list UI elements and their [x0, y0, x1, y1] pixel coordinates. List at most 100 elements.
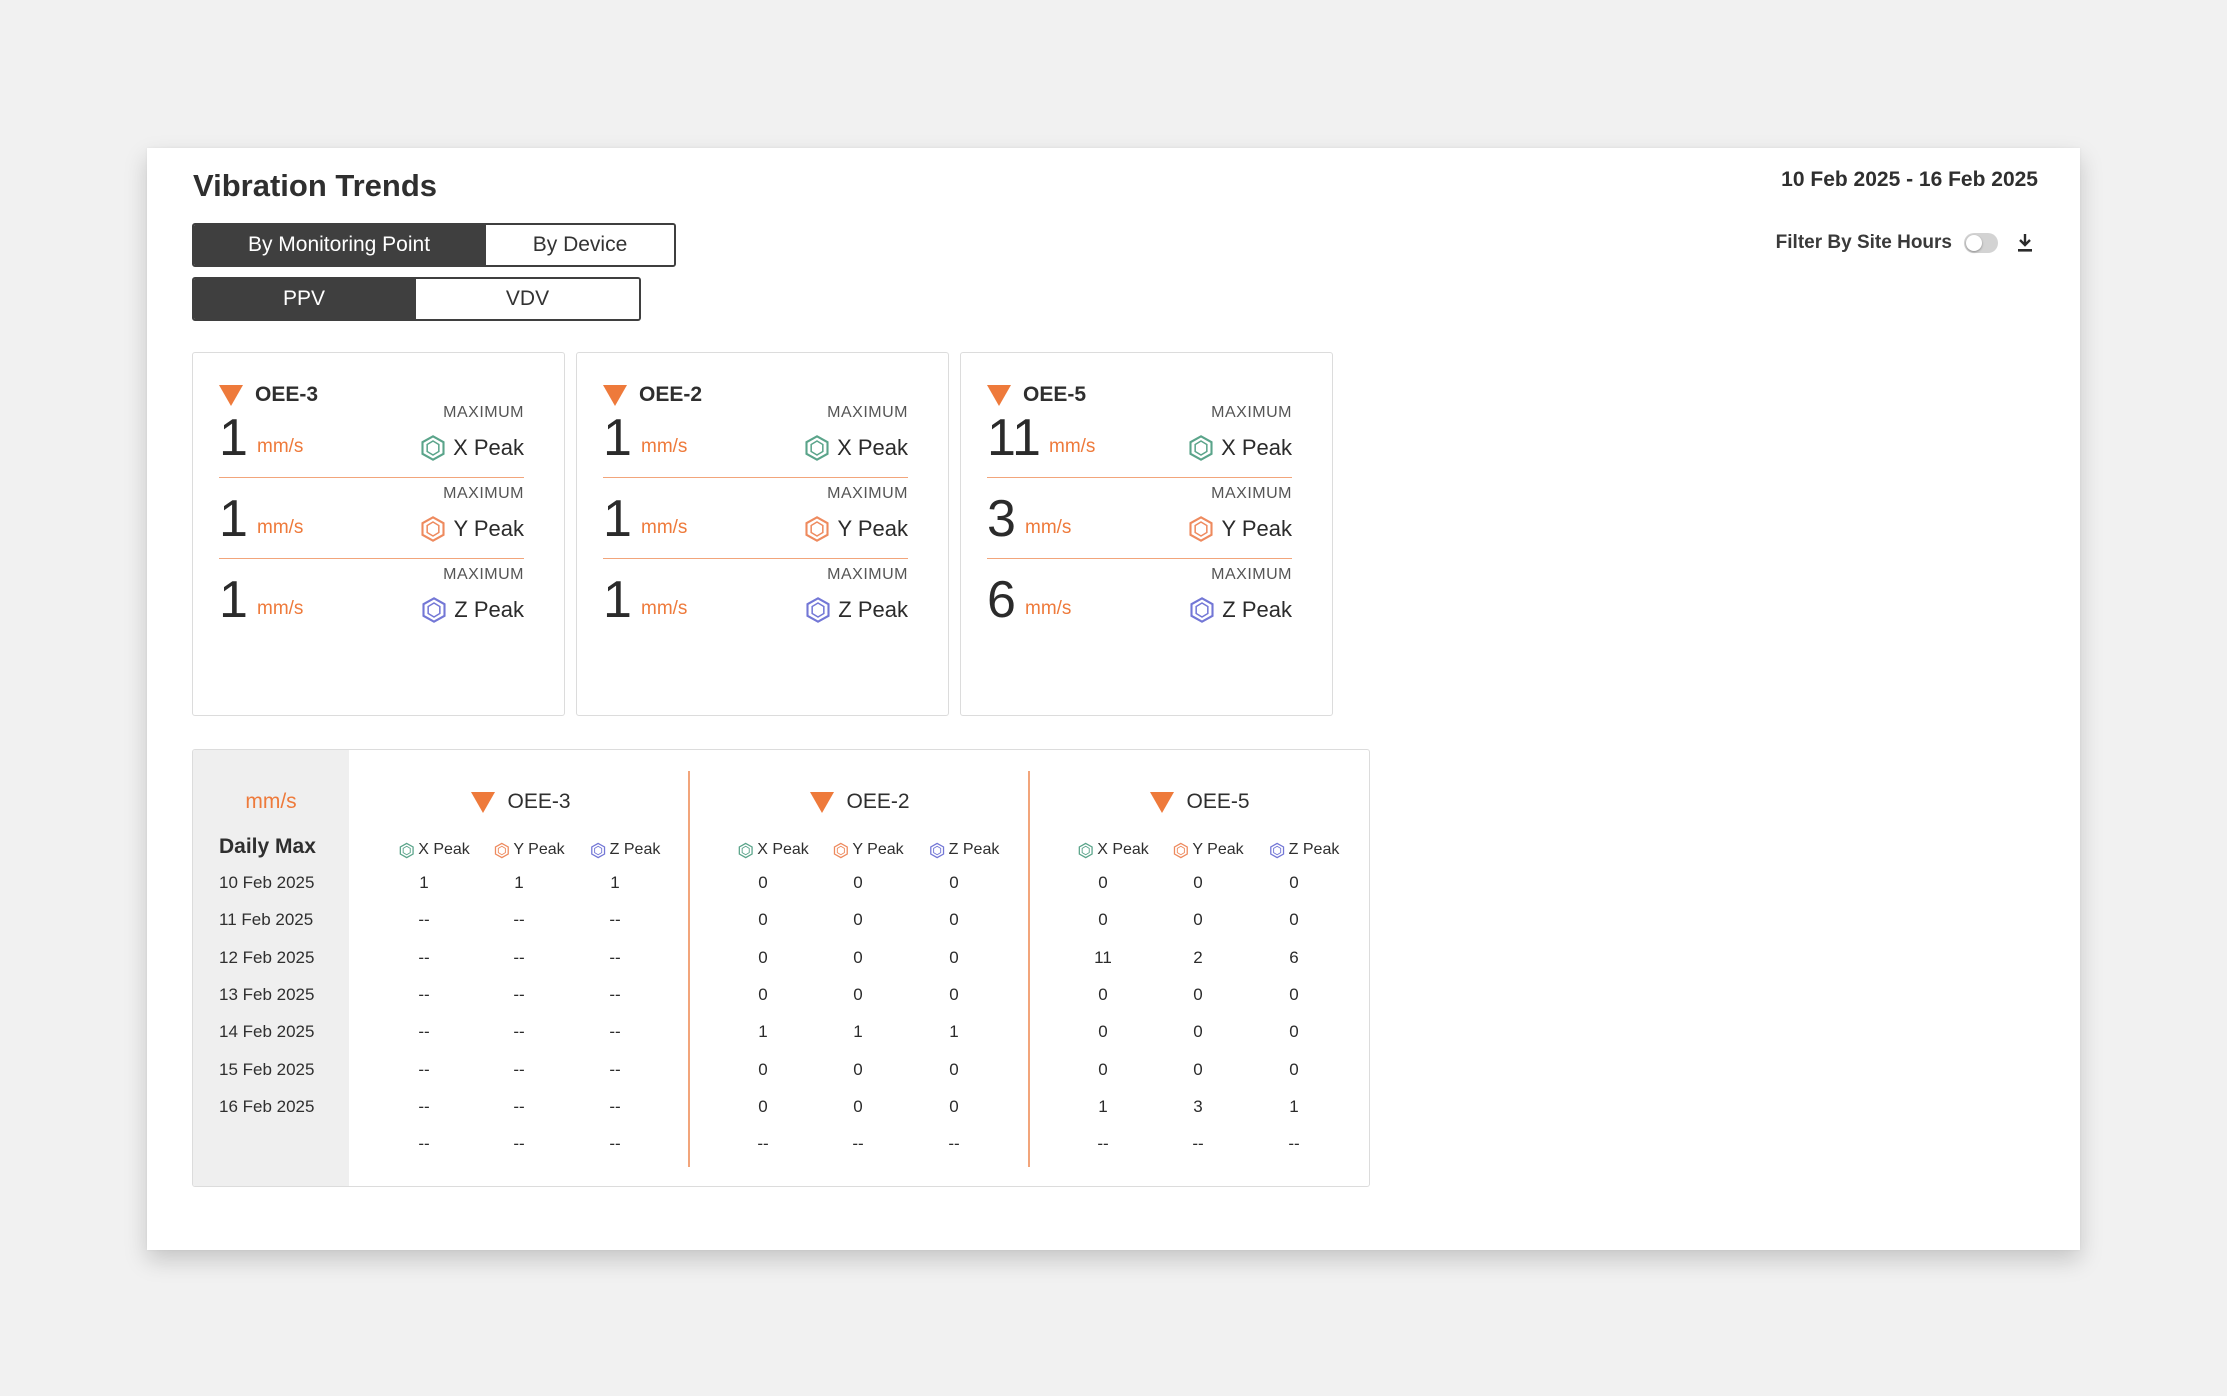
metric-row: 1 mm/s MAXIMUM Z Peak: [603, 560, 908, 640]
table-cell: 1: [610, 873, 620, 892]
divider: [603, 557, 908, 559]
table-cell: 0: [853, 910, 863, 929]
table-cell: 0: [949, 873, 959, 892]
table-cell: 0: [1193, 1022, 1203, 1041]
tab-by-monitoring-point[interactable]: By Monitoring Point: [194, 225, 484, 265]
table-cell: 0: [853, 985, 863, 1004]
table-cell: --: [513, 1022, 525, 1041]
metric-value: 1: [219, 490, 248, 548]
column-header: Z Peak: [590, 841, 661, 859]
card-title: OEE-3: [255, 383, 319, 406]
group-separator: [688, 771, 690, 1167]
divider: [603, 476, 908, 478]
metric-value: 1: [219, 571, 248, 629]
y-peak-icon: [833, 842, 848, 858]
table-cell: --: [852, 1134, 864, 1153]
x-peak-icon: [805, 435, 829, 461]
orange-triangle-icon: [810, 791, 835, 813]
group-title: OEE-2: [846, 790, 910, 813]
tab-ppv[interactable]: PPV: [194, 279, 414, 319]
metric-value: 3: [987, 490, 1016, 548]
row-date: 15 Feb 2025: [219, 1060, 315, 1079]
tab-vdv[interactable]: VDV: [414, 279, 639, 319]
column-header: X Peak: [737, 841, 809, 859]
table-cell: 0: [853, 873, 863, 892]
row-date: 11 Feb 2025: [219, 910, 314, 929]
table-cell: --: [513, 985, 525, 1004]
table-cell: 0: [949, 910, 959, 929]
card-header: OEE-5: [987, 383, 1086, 407]
monitoring-point-card[interactable]: OEE-5 11 mm/s MAXIMUM X Peak 3 mm/s MAXIMUM Y Pe…: [960, 352, 1333, 716]
table-cell: --: [609, 1060, 621, 1079]
table-group: OEE-3 X Peak Y Peak Z Peak 1 1 1 -- -- -- -- -- -- --…: [351, 750, 691, 1186]
table-cell: --: [513, 910, 525, 929]
metric-unit: mm/s: [1025, 517, 1072, 538]
table-cell: 1: [1289, 1097, 1299, 1116]
table-cell: 0: [1289, 910, 1299, 929]
column-header: Z Peak: [1269, 841, 1339, 859]
metric-peak: Y Peak: [1187, 515, 1292, 543]
table-cell: 0: [1098, 1022, 1108, 1041]
peak-label: Y Peak: [837, 516, 908, 541]
metric-peak: Y Peak: [803, 515, 908, 543]
metric-caption: MAXIMUM: [443, 404, 524, 421]
monitoring-point-card[interactable]: OEE-3 1 mm/s MAXIMUM X Peak 1 mm/s MAXIMUM Y Pea…: [192, 352, 565, 716]
metric-row: 11 mm/s MAXIMUM X Peak: [987, 398, 1292, 478]
column-label: Y Peak: [513, 841, 565, 858]
card-header: OEE-3: [219, 383, 318, 407]
metric-row: 1 mm/s MAXIMUM X Peak: [603, 398, 908, 478]
table-cell: --: [418, 948, 430, 967]
table-cell: --: [609, 985, 621, 1004]
metric-value: 1: [219, 409, 248, 467]
x-peak-icon: [1189, 435, 1213, 461]
metric-tabs: PPV VDV: [192, 277, 641, 321]
date-range[interactable]: 10 Feb 2025 - 16 Feb 2025: [1781, 168, 2038, 191]
card-title: OEE-5: [1023, 383, 1087, 406]
column-label: Z Peak: [609, 841, 661, 858]
table-cell: 1: [949, 1022, 959, 1041]
table-cell: --: [609, 948, 621, 967]
table-cell: --: [513, 1060, 525, 1079]
table-cell: 0: [1098, 985, 1108, 1004]
column-header: Y Peak: [1172, 841, 1244, 859]
row-date: 16 Feb 2025: [219, 1097, 315, 1116]
table-cell: --: [418, 1022, 430, 1041]
tab-by-device[interactable]: By Device: [484, 225, 674, 265]
table-cell: 0: [1098, 910, 1108, 929]
z-peak-icon: [806, 597, 830, 623]
table-cell: --: [513, 1097, 525, 1116]
download-button[interactable]: [2014, 232, 2036, 254]
row-date: 13 Feb 2025: [219, 985, 315, 1004]
table-cell: 1: [758, 1022, 768, 1041]
table-cell: --: [418, 910, 430, 929]
table-cell: 0: [758, 1060, 768, 1079]
table-cell: --: [1097, 1134, 1109, 1153]
metric-caption: MAXIMUM: [1211, 566, 1292, 583]
monitoring-point-card[interactable]: OEE-2 1 mm/s MAXIMUM X Peak 1 mm/s MAXIMUM Y Pea…: [576, 352, 949, 716]
table-cell: 0: [949, 985, 959, 1004]
metric-unit: mm/s: [1049, 436, 1096, 457]
metric-unit: mm/s: [257, 436, 304, 457]
table-cell: --: [418, 1134, 430, 1153]
z-peak-icon: [591, 842, 606, 858]
group-separator: [1028, 771, 1030, 1167]
table-cell: --: [418, 1097, 430, 1116]
orange-triangle-icon: [471, 791, 496, 813]
group-title: OEE-5: [1186, 790, 1250, 813]
column-header: Z Peak: [929, 841, 999, 859]
table-group: OEE-2 X Peak Y Peak Z Peak 0 0 0 0 0 0 0 0 0 0 0 0 1 1 1 0 0…: [690, 750, 1030, 1186]
peak-label: Z Peak: [454, 597, 524, 622]
metric-row: 3 mm/s MAXIMUM Y Peak: [987, 479, 1292, 559]
column-header: Y Peak: [493, 841, 565, 859]
metric-value: 1: [603, 409, 632, 467]
filter-site-hours-toggle[interactable]: [1964, 233, 1998, 253]
table-cell: 0: [1098, 873, 1108, 892]
z-peak-icon: [930, 842, 945, 858]
peak-label: Y Peak: [453, 516, 524, 541]
table-cell: 0: [1193, 985, 1203, 1004]
daily-max-table: mm/s Daily Max 10 Feb 2025 11 Feb 2025 12 …: [192, 749, 1370, 1187]
metric-peak: Z Peak: [420, 596, 524, 624]
table-cell: --: [1288, 1134, 1300, 1153]
table-cell: 0: [758, 1097, 768, 1116]
card-header: OEE-2: [603, 383, 702, 407]
